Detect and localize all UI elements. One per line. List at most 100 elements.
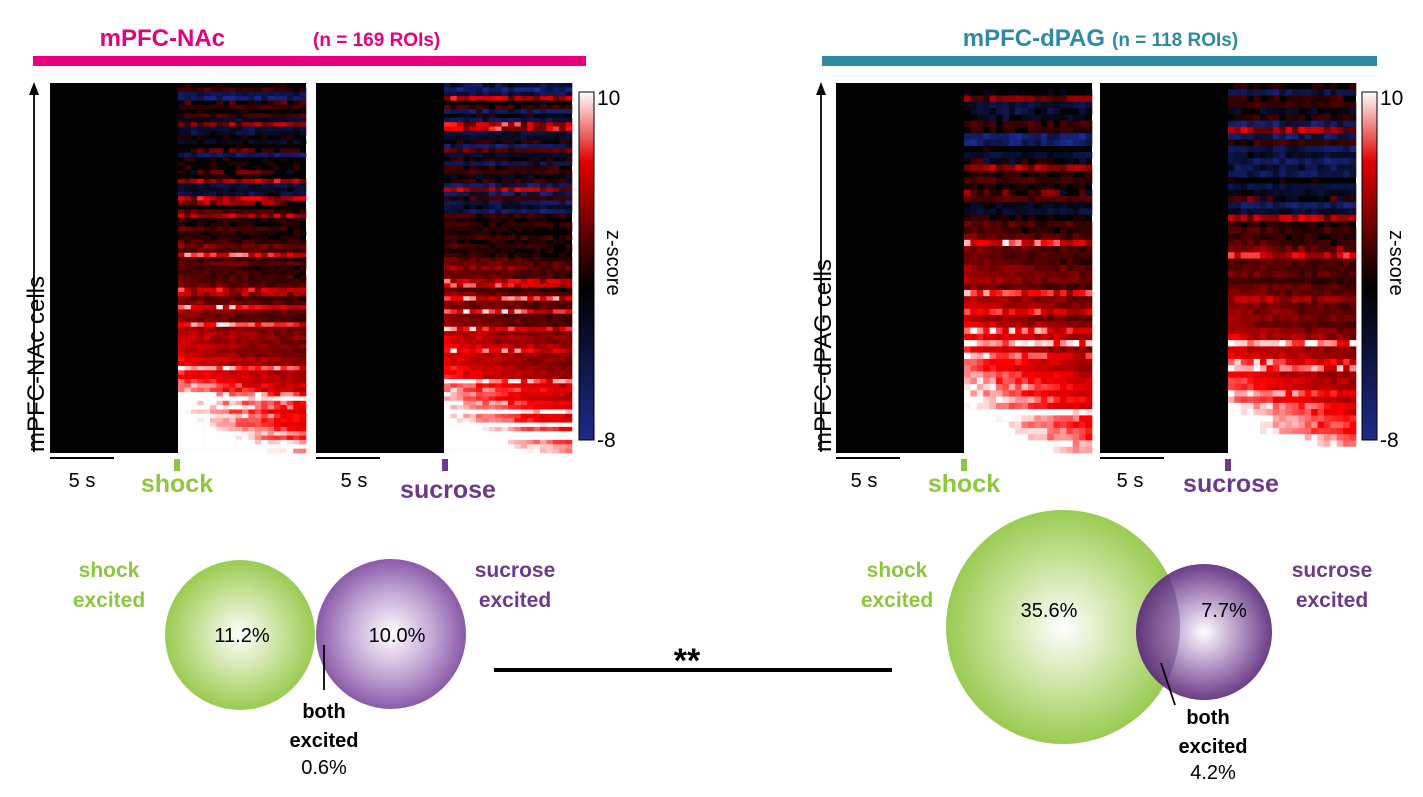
nac-sucrose-heatmap-cell (482, 91, 490, 97)
nac-shock-heatmap-cell (216, 365, 224, 371)
nac-sucrose-heatmap-cell (552, 91, 560, 97)
dpag-sucrose-heatmap-cell (1285, 95, 1293, 103)
dpag-shock-heatmap-cell (964, 277, 971, 284)
nac-venn-shock-label-2: excited (73, 589, 145, 612)
dpag-sucrose-heatmap-cell (1260, 164, 1267, 172)
dpag-shock-heatmap-cell (1072, 277, 1080, 284)
dpag-sucrose-heatmap-cell (1253, 95, 1261, 103)
dpag-shock-heatmap-cell (976, 421, 984, 429)
nac-shock-heatmap-cell (222, 409, 230, 415)
dpag-shock-heatmap-cell (976, 252, 984, 259)
nac-shock-heatmap-cell (299, 126, 307, 132)
dpag-sucrose-heatmap-cell (1247, 327, 1254, 335)
nac-sucrose-heatmap-cell (501, 226, 509, 232)
dpag-sucrose-heatmap-cell (1247, 170, 1254, 178)
dpag-shock-heatmap-cell (1079, 427, 1086, 435)
dpag-shock-heatmap-cell (1028, 101, 1035, 109)
dpag-sucrose-heatmap-cell (1253, 239, 1261, 247)
dpag-shock-heatmap-cell (983, 252, 990, 259)
nac-sucrose-heatmap-cell (495, 91, 502, 97)
dpag-shock-heatmap-cell (983, 296, 990, 303)
nac-shock-heatmap-cell (210, 161, 217, 166)
nac-shock-heatmap-cell (267, 400, 275, 406)
dpag-shock-heatmap-cell (1040, 346, 1048, 353)
nac-sucrose-heatmap-cell (520, 313, 528, 319)
dpag-shock-heatmap-cell (1002, 371, 1010, 379)
dpag-sucrose-heatmap-cell (1228, 202, 1235, 209)
dpag-sucrose-heatmap-cell (1260, 145, 1267, 153)
dpag-shock-heatmap-cell (1085, 195, 1093, 203)
nac-sucrose-heatmap-cell (495, 361, 502, 367)
nac-shock-heatmap-cell (261, 148, 268, 153)
dpag-sucrose-heatmap-cell (1349, 340, 1357, 347)
dpag-sucrose-heatmap-cell (1298, 227, 1306, 234)
dpag-shock-heatmap-cell (1015, 315, 1022, 322)
nac-shock-heatmap-cell (248, 335, 256, 341)
dpag-sucrose-heatmap-cell (1260, 315, 1267, 322)
nac-shock-heatmap-cell (254, 335, 262, 341)
nac-shock-heatmap-cell (267, 361, 275, 367)
dpag-sucrose-heatmap-cell (1311, 158, 1318, 165)
nac-shock-heatmap-cell (178, 261, 185, 267)
nac-sucrose-heatmap-cell (546, 183, 554, 188)
nac-sucrose-heatmap-cell (482, 370, 490, 375)
nac-shock-heatmap-cell (274, 170, 281, 175)
nac-sucrose-heatmap-cell (501, 431, 509, 436)
dpag-shock-heatmap-cell (1072, 427, 1080, 435)
nac-shock-heatmap-cell (184, 313, 192, 319)
nac-shock-heatmap-cell (190, 444, 198, 449)
nac-shock-heatmap-cell (210, 252, 217, 258)
nac-sucrose-heatmap-cell (527, 344, 534, 349)
nac-sucrose-heatmap-cell (508, 126, 515, 132)
nac-shock-heatmap-cell (293, 361, 300, 367)
dpag-shock-heatmap-cell (996, 446, 1003, 454)
nac-shock-heatmap-cell (210, 187, 217, 193)
nac-sucrose-heatmap-cell (463, 104, 470, 110)
nac-shock-heatmap-cell (299, 435, 307, 441)
dpag-shock-heatmap-cell (1002, 402, 1010, 410)
dpag-sucrose-heatmap-cell (1349, 346, 1357, 353)
dpag-sucrose-heatmap-cell (1336, 89, 1344, 96)
dpag-sucrose-heatmap-cell (1279, 101, 1286, 109)
dpag-shock-heatmap-cell (1066, 371, 1074, 379)
dpag-sucrose-heatmap-cell (1240, 208, 1248, 215)
nac-shock-heatmap-cell (216, 318, 224, 323)
nac-shock-heatmap-cell (267, 183, 275, 188)
nac-sucrose-heatmap-cell (463, 222, 470, 227)
nac-shock-heatmap-cell (293, 405, 300, 410)
nac-shock-heatmap-cell (254, 318, 262, 323)
dpag-shock-heatmap-cell (970, 183, 978, 190)
nac-shock-heatmap-cell (248, 383, 256, 388)
nac-sucrose-heatmap-cell (463, 278, 470, 284)
nac-shock-heatmap-cell (267, 287, 275, 293)
nac-shock-heatmap-cell (203, 335, 211, 341)
nac-shock-heatmap-cell (178, 252, 185, 258)
dpag-sucrose-heatmap-cell (1240, 239, 1248, 247)
nac-shock-heatmap-cell (299, 422, 307, 428)
nac-sucrose-heatmap-cell (527, 383, 534, 388)
nac-shock-heatmap-cell (216, 270, 224, 275)
nac-sucrose-heatmap-cell (501, 422, 509, 428)
nac-shock-heatmap-cell (184, 431, 192, 436)
dpag-shock-heatmap-cell (1085, 446, 1093, 454)
nac-shock-heatmap-cell (222, 174, 230, 180)
nac-sucrose-heatmap-cell (508, 143, 515, 149)
dpag-shock-heatmap-cell (1079, 239, 1086, 247)
dpag-sucrose-heatmap-cell (1285, 346, 1293, 353)
nac-sucrose-heatmap-cell (520, 287, 528, 293)
dpag-sucrose-heatmap-cell (1240, 202, 1248, 209)
dpag-shock-heatmap-cell (1053, 114, 1061, 121)
nac-shock-heatmap-cell (203, 435, 211, 441)
nac-sucrose-heatmap-cell (501, 300, 509, 306)
nac-sucrose-heatmap-cell (469, 217, 477, 223)
nac-shock-heatmap-cell (178, 413, 185, 419)
nac-sucrose-heatmap-cell (456, 187, 464, 193)
dpag-sucrose-heatmap-cell (1330, 283, 1338, 291)
dpag-shock-heatmap-cell (1021, 108, 1029, 115)
dpag-sucrose-heatmap-cell (1247, 246, 1254, 253)
dpag-shock-heatmap-cell (1008, 446, 1016, 454)
nac-shock-heatmap-cell (293, 387, 300, 393)
nac-shock-heatmap-cell (280, 283, 288, 288)
dpag-shock-heatmap-cell (1015, 440, 1022, 448)
dpag-shock-heatmap-cell (1060, 377, 1067, 385)
